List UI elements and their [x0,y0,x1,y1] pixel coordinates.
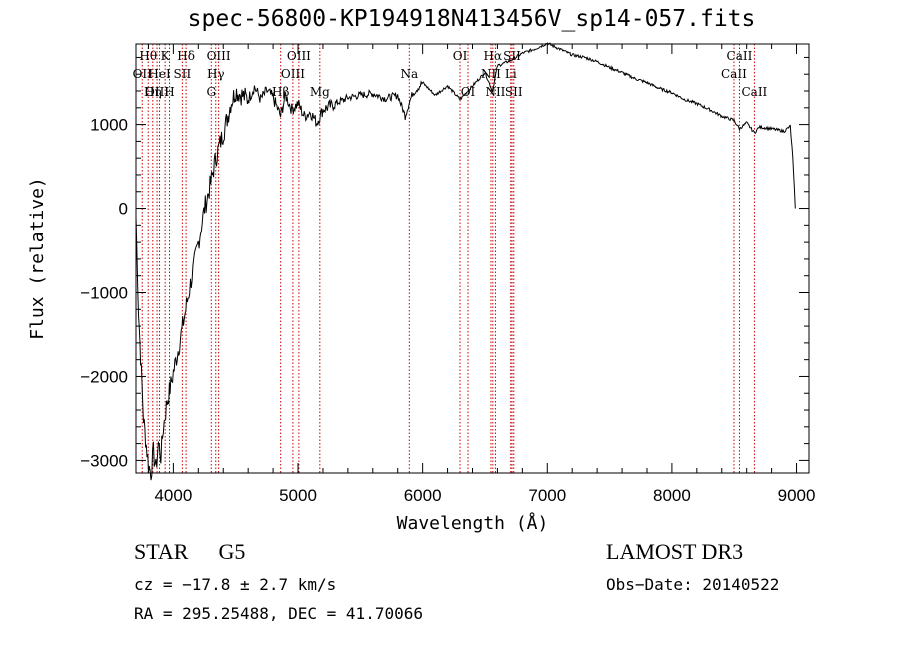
survey-label: LAMOST DR3 [606,539,744,564]
line-label-24: SII [505,85,523,99]
x-tick-label-2: 6000 [404,486,442,505]
x-tick-label-4: 8000 [653,486,691,505]
object-type: STAR [134,539,189,564]
line-label-12: Hβ [272,85,289,99]
chart-title: spec-56800-KP194918N413456V_sp14-057.fit… [187,6,756,32]
spectral-subclass: G5 [218,539,246,564]
x-tick-label-3: 7000 [528,486,566,505]
line-label-10: Hγ [207,67,225,81]
x-tick-label-0: 4000 [154,486,192,505]
line-label-11: OIII [207,49,231,63]
x-tick-label-1: 5000 [279,486,317,505]
line-label-0: OII [133,67,153,81]
x-axis-label: Wavelength (Å) [397,512,549,534]
line-label-2: Hη [144,85,162,99]
y-tick-label-2: −1000 [80,284,128,303]
object-classification: STAR G5 [134,539,275,565]
line-label-27: CaII [741,85,767,99]
line-label-22: Li [505,67,517,81]
line-label-26: CaII [727,49,753,63]
line-label-8: Hδ [177,49,195,63]
y-tick-label-4: 1000 [90,116,128,135]
y-tick-label-3: 0 [119,200,128,219]
line-label-13: OIII [281,67,305,81]
line-label-3: OIII [145,85,169,99]
line-label-9: G [206,85,216,99]
y-axis-label: Flux (relative) [27,177,48,340]
redshift-velocity: cz = −17.8 ± 2.7 km/s [134,575,337,594]
line-label-21: NII [485,85,505,99]
y-tick-label-1: −2000 [80,367,128,386]
line-label-23: SII [503,49,521,63]
line-label-14: OIII [287,49,311,63]
spectrum-line [135,42,796,481]
line-label-4: HeI [148,67,171,81]
line-label-7: SII [174,67,192,81]
line-label-1: Hθ [139,49,157,63]
y-tick-label-0: −3000 [80,451,128,470]
coordinates: RA = 295.25488, DEC = 41.70066 [134,604,423,623]
x-tick-label-5: 9000 [778,486,816,505]
line-label-15: Mg [310,85,330,99]
observation-date: Obs−Date: 20140522 [606,575,780,594]
line-label-20: Hα [484,49,503,63]
line-label-5: K [161,49,171,63]
line-label-16: Na [400,67,418,81]
line-label-25: CaII [721,67,747,81]
line-label-6: H [164,85,174,99]
line-label-17: OI [453,49,468,63]
